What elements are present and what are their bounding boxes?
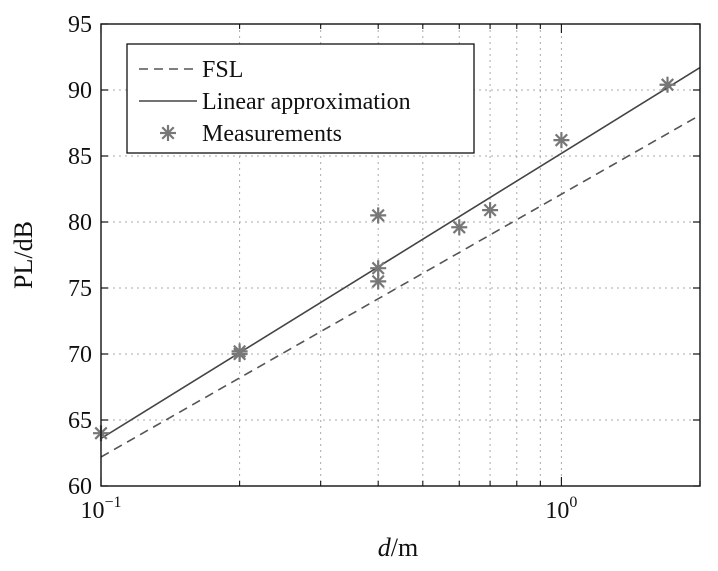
y-axis-label: PL/dB xyxy=(9,221,38,289)
measurement-point xyxy=(659,76,676,93)
measurement-point xyxy=(482,202,499,219)
plot-frame xyxy=(100,23,701,487)
legend-measurement-marker xyxy=(160,125,176,141)
x-tick-label: 100 xyxy=(545,494,577,524)
y-tick-label: 75 xyxy=(68,276,92,302)
y-tick-label: 90 xyxy=(68,78,92,104)
y-tick-label: 85 xyxy=(68,144,92,170)
linear-approximation-series-line xyxy=(100,66,701,440)
measurement-point xyxy=(370,273,387,290)
x-tick-label: 10−1 xyxy=(80,494,121,524)
measurement-point xyxy=(370,207,387,224)
y-tick-label: 60 xyxy=(68,474,92,500)
x-axis-label-variable: d xyxy=(378,533,392,562)
fsl-series-line xyxy=(100,114,701,458)
y-tick-label: 70 xyxy=(68,342,92,368)
y-tick-label: 80 xyxy=(68,210,92,236)
legend-measurement-star xyxy=(160,125,176,141)
legend-linear-label: Linear approximation xyxy=(202,89,411,115)
y-axis-ticks: 60 65 70 75 80 85 90 95 xyxy=(68,12,700,500)
measurement-point xyxy=(553,132,570,149)
y-tick-label: 65 xyxy=(68,408,92,434)
legend-fsl-label: FSL xyxy=(202,57,243,83)
y-tick-label: 95 xyxy=(68,12,92,38)
measurement-point xyxy=(451,219,468,236)
x-axis-label: d/m xyxy=(378,533,418,562)
series-layer xyxy=(93,66,701,458)
x-axis-ticks: 10−1 100 xyxy=(80,24,701,524)
legend-box xyxy=(126,43,475,154)
measurement-markers xyxy=(93,76,676,442)
measurement-point xyxy=(231,343,248,360)
x-axis-label-unit: /m xyxy=(391,533,418,562)
legend-measurements-label: Measurements xyxy=(202,121,342,147)
legend: FSL Linear approximation Measurements xyxy=(126,43,475,154)
